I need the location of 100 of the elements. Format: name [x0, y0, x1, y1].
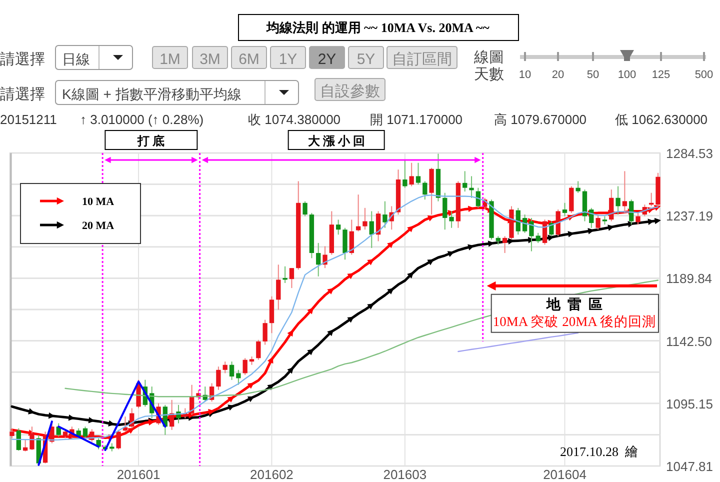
text: 20151211	[0, 112, 57, 127]
candlestick	[442, 192, 448, 230]
line-series	[458, 332, 579, 352]
candlestick	[409, 162, 414, 187]
legend-label: 20 MA	[82, 220, 114, 232]
candlestick	[82, 426, 88, 439]
candlestick	[562, 202, 568, 217]
candlestick	[469, 176, 474, 198]
point	[407, 226, 414, 232]
candlestick	[242, 358, 248, 376]
candlestick	[516, 207, 520, 236]
text: 日線	[62, 51, 90, 67]
point	[247, 382, 254, 389]
candlestick	[282, 266, 288, 284]
text: 50	[586, 69, 600, 81]
text: 線圖	[473, 49, 504, 66]
point	[208, 408, 215, 416]
text: 10	[518, 69, 532, 81]
candlestick	[16, 428, 21, 452]
candlestick	[382, 200, 388, 228]
candlestick	[376, 210, 381, 242]
candlestick	[636, 212, 640, 226]
annotation: 2017.10.28 繪	[560, 444, 638, 459]
candlestick	[629, 199, 634, 226]
candlestick	[276, 264, 281, 310]
point	[327, 329, 334, 336]
text: 3M	[200, 51, 220, 68]
point	[307, 308, 314, 314]
candlestick	[316, 242, 321, 277]
text: 500	[694, 69, 714, 81]
line-series	[58, 426, 100, 448]
candlestick	[402, 159, 408, 188]
point	[307, 348, 314, 356]
text: 125	[652, 69, 670, 81]
line-series	[104, 380, 166, 452]
candlestick	[356, 194, 361, 232]
candlestick	[429, 167, 434, 216]
point	[654, 218, 661, 224]
candlestick	[422, 180, 428, 200]
candlestick	[462, 170, 468, 192]
text: 5Y	[356, 51, 376, 68]
candlestick	[222, 361, 228, 374]
y-tick-label: 1047.81	[666, 459, 713, 474]
candlestick	[342, 227, 348, 260]
point	[267, 356, 274, 364]
text: 收 1074.380000	[248, 112, 341, 127]
point	[267, 384, 274, 390]
annotation: 地 雷 區	[545, 296, 602, 313]
point	[287, 367, 294, 374]
x-tick-label: 201602	[250, 467, 294, 482]
point	[387, 242, 394, 248]
point	[287, 330, 294, 337]
text: 請選擇	[0, 86, 45, 103]
candlestick	[236, 369, 241, 386]
candlestick	[229, 361, 234, 380]
candlestick	[576, 180, 580, 194]
candlestick	[502, 236, 508, 254]
y-tick-label: 1237.19	[666, 208, 713, 224]
candlestick	[416, 162, 421, 186]
y-tick-label: 1095.15	[666, 396, 713, 412]
candlestick	[289, 268, 294, 289]
candlestick	[216, 366, 221, 390]
candlestick	[569, 186, 574, 214]
chart-title: 均線法則 的運用 ~~ 10MA Vs. 20MA ~~	[266, 20, 490, 35]
candlestick	[596, 214, 600, 230]
text: 1Y	[278, 51, 298, 68]
candlestick	[362, 207, 368, 230]
point	[407, 272, 414, 279]
y-tick-label: 1142.50	[666, 334, 712, 349]
point	[247, 396, 254, 402]
candlestick	[256, 339, 261, 360]
y-tick-label: 1284.53	[666, 146, 713, 161]
candlestick	[10, 428, 14, 439]
candlestick	[622, 170, 628, 214]
point	[367, 303, 374, 310]
text: ↑ 3.010000 (↑ 0.28%)	[80, 112, 204, 127]
text: 1M	[160, 51, 180, 68]
candlestick	[116, 429, 121, 450]
x-tick-label: 201601	[116, 467, 160, 482]
text: 開 1071.170000	[370, 112, 463, 127]
candlestick	[542, 219, 548, 246]
candlestick	[536, 232, 540, 244]
x-tick-label: 201604	[543, 467, 586, 482]
candlestick	[302, 200, 308, 217]
annotation: 10MA 突破 20MA 後的回測	[492, 314, 656, 329]
text: 天數	[474, 66, 504, 83]
text: 6M	[238, 51, 260, 68]
text: 自訂區間	[392, 51, 452, 68]
candlestick	[616, 186, 620, 216]
text: 低 1062.630000	[615, 112, 708, 127]
candlestick	[369, 210, 374, 248]
legend-label: 10 MA	[82, 196, 114, 208]
text: 請選擇	[0, 51, 45, 68]
candlestick	[262, 319, 268, 346]
candlestick	[449, 210, 454, 228]
text: 100	[618, 69, 636, 81]
text: K線圖 + 指數平滑移動平均線	[62, 86, 242, 102]
text: 大 漲 小 回	[308, 134, 365, 148]
text: 高 1079.670000	[494, 112, 587, 127]
y-tick-label: 1189.84	[666, 271, 712, 286]
